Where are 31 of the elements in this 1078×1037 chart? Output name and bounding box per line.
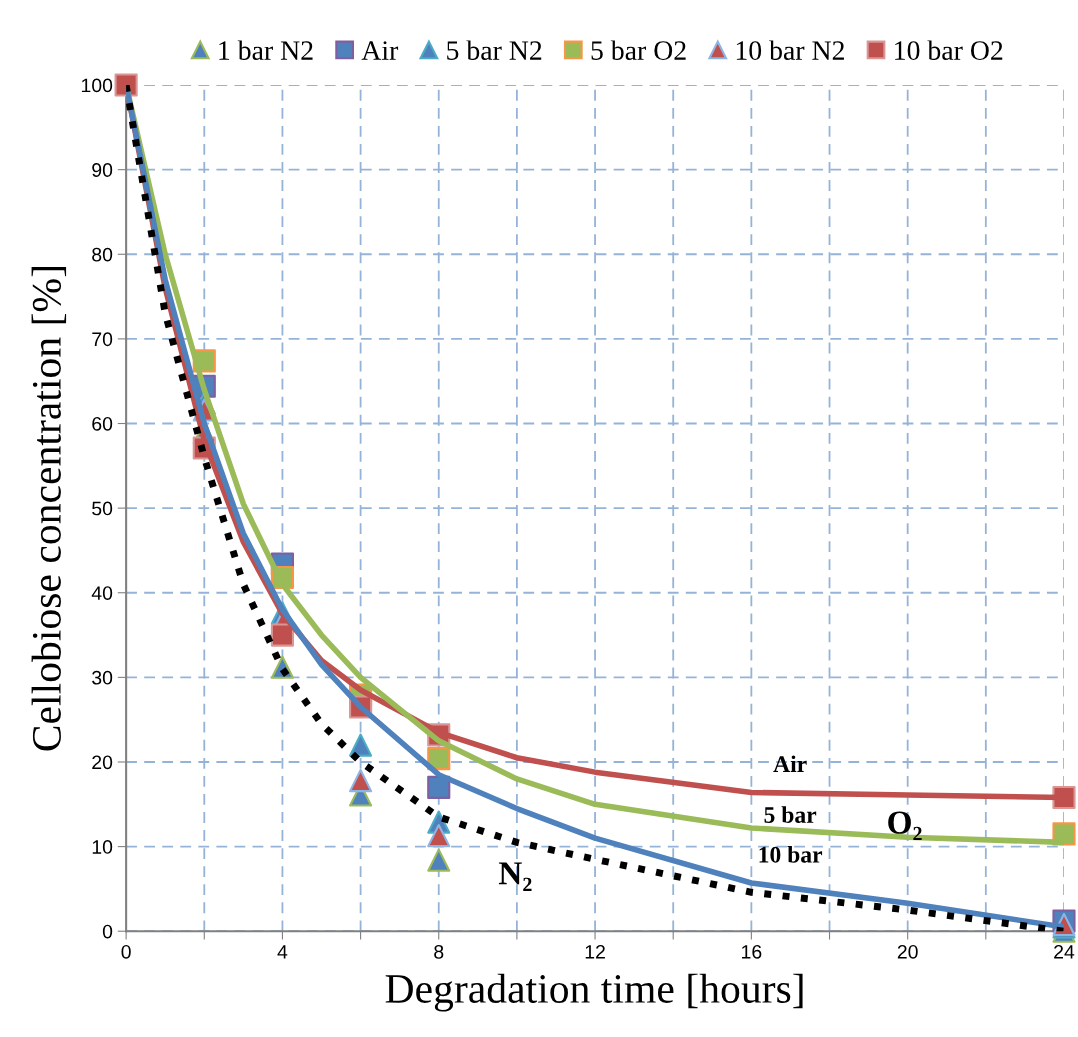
annotation: 5 bar bbox=[764, 806, 817, 823]
y-tick-label: 100 bbox=[81, 78, 113, 93]
y-tick-label: 90 bbox=[92, 163, 113, 177]
y-tick-label: 30 bbox=[92, 670, 113, 685]
legend-label: 10 bar N2 bbox=[736, 40, 844, 60]
y-tick-label: 40 bbox=[91, 586, 113, 600]
x-tick-label: 16 bbox=[742, 944, 762, 959]
y-tick-label: 20 bbox=[92, 755, 113, 770]
y-tick-label: 10 bbox=[92, 840, 113, 854]
legend-label: 1 bar N2 bbox=[219, 40, 313, 60]
y-tick-label: 70 bbox=[92, 332, 113, 347]
annotation: N₂ bbox=[498, 862, 532, 891]
y-tick-label: 50 bbox=[92, 501, 113, 516]
x-tick-label: 24 bbox=[1054, 944, 1075, 959]
x-tick-label: 8 bbox=[434, 944, 444, 959]
y-tick-label: 0 bbox=[102, 924, 113, 939]
x-tick-label: 20 bbox=[897, 944, 918, 959]
legend-label: 10 bar O2 bbox=[895, 40, 1003, 60]
y-axis-title: Cellobiose concentration [%] bbox=[31, 267, 67, 751]
annotation: Air bbox=[773, 755, 807, 772]
legend-label: 5 bar N2 bbox=[447, 40, 542, 60]
y-tick-label: 60 bbox=[92, 416, 113, 431]
x-tick-label: 4 bbox=[277, 945, 288, 959]
y-tick-label: 80 bbox=[92, 247, 113, 262]
x-tick-label: 0 bbox=[121, 944, 131, 959]
x-axis-title: Degradation time [hours] bbox=[385, 973, 803, 1012]
x-tick-label: 12 bbox=[585, 944, 605, 959]
annotation: 10 bar bbox=[759, 846, 823, 863]
legend-label: Air bbox=[361, 41, 399, 60]
legend-label: 5 bar O2 bbox=[591, 40, 686, 60]
annotation: O₂ bbox=[888, 811, 922, 841]
